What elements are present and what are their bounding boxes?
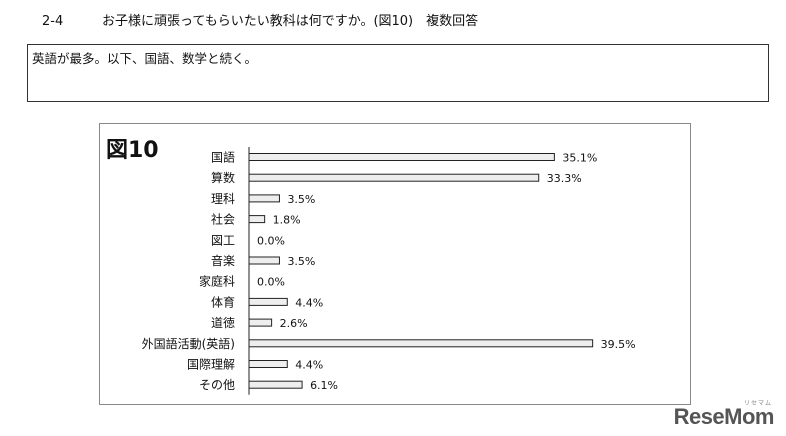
category-label: 音楽 [211,253,235,268]
data-label: 0.0% [257,234,285,247]
data-label: 4.4% [295,296,323,309]
question-heading: 2-4 お子様に頑張ってもらいたい教科は何ですか。(図10) 複数回答 [42,10,478,29]
bar [248,194,280,203]
bar [248,318,273,327]
data-label: 1.8% [273,214,301,227]
data-label: 33.3% [547,172,582,185]
category-label: 体育 [211,294,235,309]
category-label: 道徳 [211,315,235,330]
question-number: 2-4 [42,14,64,29]
watermark-text: ReseMom [673,404,775,429]
category-label: 外国語活動(英語) [142,336,235,351]
figure-label: 図10 [106,138,159,163]
category-label: 理科 [211,192,235,206]
bar [248,153,555,161]
summary-box: 英語が最多。以下、国語、数学と続く。 [27,44,769,102]
data-label: 3.5% [287,193,315,206]
data-label: 0.0% [257,276,285,289]
bar-chart: 国語 35.1% 算数 33.3% 理科 3.5% 社会 1.8% 図工 0.0% 音楽 3.5% 家庭… [142,147,636,395]
summary-text: 英語が最多。以下、国語、数学と続く。 [32,51,258,66]
data-label: 39.5% [601,338,636,351]
bar [248,215,266,224]
bar [248,173,540,182]
data-label: 3.5% [287,255,315,268]
bar [248,380,303,389]
category-label: 図工 [211,233,235,247]
category-label: 社会 [211,212,235,227]
chart-frame: 図10 国語 35.1% 算数 33.3% 理科 3.5% 社会 1.8% 図工 0.0% 音楽 3.… [99,123,691,405]
category-label: 国際理解 [187,358,235,372]
bar [248,297,288,306]
resemom-logo: ReseMom リセマム [673,401,775,430]
data-label: 6.1% [310,379,338,392]
bar [248,339,594,348]
question-text: お子様に頑張ってもらいたい教科は何ですか。(図10) 複数回答 [102,14,479,29]
category-label: その他 [199,378,235,392]
bar [248,360,288,368]
bar [248,256,280,265]
data-label: 4.4% [295,359,323,372]
data-label: 2.6% [280,317,308,330]
category-label: 国語 [211,150,235,165]
category-label: 算数 [211,170,235,185]
data-label: 35.1% [562,152,597,165]
category-label: 家庭科 [199,274,235,289]
watermark-subtext: リセマム [743,401,772,407]
